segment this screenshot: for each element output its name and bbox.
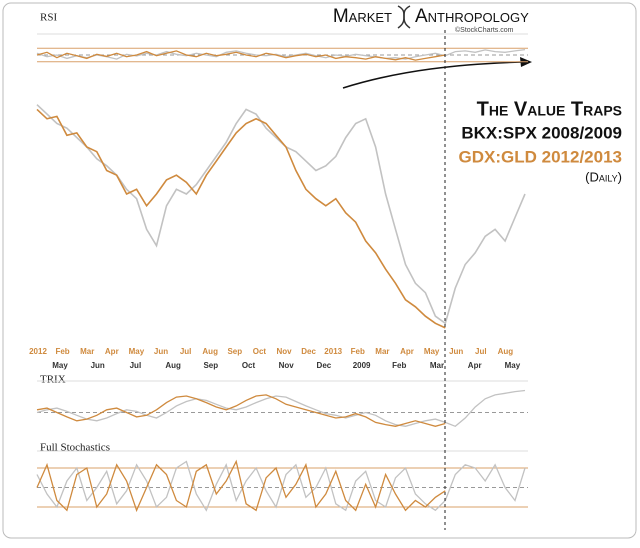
series-line: [36, 50, 446, 61]
x-tick-label: May: [505, 361, 521, 370]
x-tick-label: Mar: [80, 347, 94, 356]
series-line: [36, 460, 526, 512]
series-line: [36, 459, 446, 513]
series-line: [36, 108, 446, 329]
x-tick-label: Aug: [165, 361, 181, 370]
x-tick-label: May: [52, 361, 68, 370]
x-tick-label: Aug: [202, 347, 218, 356]
x-tick-label: Mar: [375, 347, 389, 356]
x-tick-label: Oct: [253, 347, 267, 356]
x-tick-label: Dec: [301, 347, 316, 356]
x-tick-label: Feb: [392, 361, 406, 370]
panel-label: Full Stochastics: [40, 442, 110, 454]
x-tick-label: Oct: [242, 361, 256, 370]
series-line: [36, 394, 446, 427]
x-tick-label: May: [129, 347, 145, 356]
x-tick-label: Dec: [317, 361, 332, 370]
brand-left: Market: [333, 6, 392, 27]
panel-label: TRIX: [40, 374, 66, 386]
x-tick-label: Apr: [400, 347, 414, 356]
x-tick-label: Jul: [180, 347, 192, 356]
frame: [2, 2, 637, 539]
chart-title: The Value Traps: [477, 98, 622, 120]
legend-entry: GDX:GLD 2012/2013: [459, 147, 622, 166]
x-tick-label: Feb: [351, 347, 365, 356]
x-tick-label: 2013: [324, 347, 342, 356]
annotation: (Daily): [585, 169, 622, 184]
x-tick-label: May: [424, 347, 440, 356]
trend-arrow: [342, 61, 523, 89]
x-tick-label: Nov: [279, 361, 295, 370]
x-tick-label: Jul: [475, 347, 487, 356]
legend-entry: BKX:SPX 2008/2009: [461, 123, 622, 142]
x-tick-label: Sep: [203, 361, 218, 370]
dna-icon: [397, 5, 411, 29]
x-tick-label: Jun: [154, 347, 168, 356]
panel-label: RSI: [40, 12, 57, 24]
x-tick-label: Jul: [130, 361, 142, 370]
x-tick-label: 2009: [353, 361, 371, 370]
x-tick-label: Jun: [449, 347, 463, 356]
x-tick-label: Apr: [105, 347, 119, 356]
x-tick-label: Mar: [430, 361, 444, 370]
series-line: [36, 389, 526, 428]
credit: ©StockCharts.com: [455, 26, 514, 34]
x-tick-label: Sep: [227, 347, 242, 356]
x-tick-label: Aug: [498, 347, 514, 356]
x-tick-label: 2012: [29, 347, 47, 356]
x-tick-label: Feb: [55, 347, 69, 356]
x-tick-label: Jun: [91, 361, 105, 370]
x-tick-label: Apr: [468, 361, 482, 370]
x-tick-label: Nov: [276, 347, 292, 356]
brand-right: Anthropology: [415, 6, 529, 27]
